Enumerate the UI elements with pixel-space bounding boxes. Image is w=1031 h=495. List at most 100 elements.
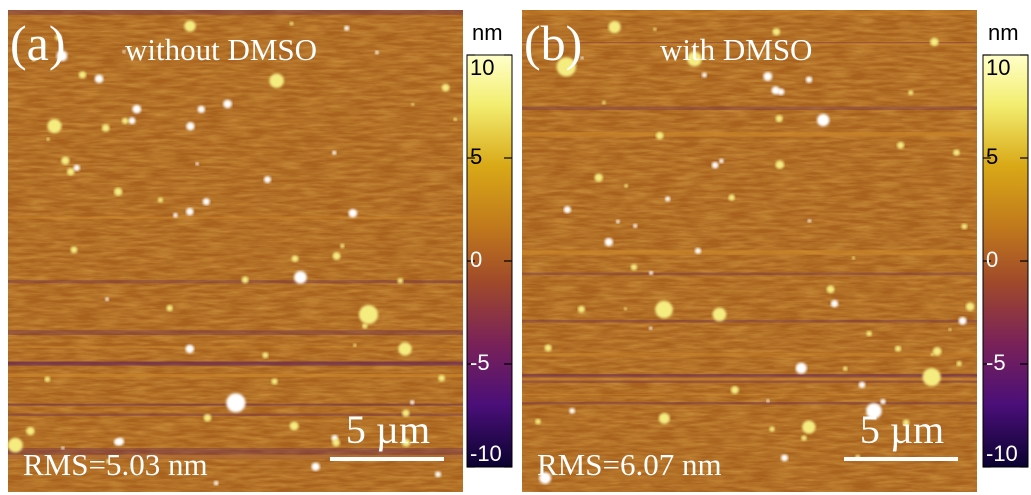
particle (866, 330, 872, 337)
scan-streak (522, 402, 977, 405)
particle (851, 256, 856, 260)
particle (26, 426, 35, 436)
particle (340, 243, 345, 249)
particle (953, 149, 960, 156)
scan-streak (8, 413, 463, 416)
particle (197, 105, 205, 114)
particle (7, 437, 23, 453)
particle (311, 462, 320, 471)
particle (649, 270, 654, 276)
particle (544, 344, 552, 352)
particle (114, 187, 123, 196)
particle (563, 206, 571, 214)
particle (958, 316, 967, 325)
particle (569, 408, 575, 414)
particle (116, 437, 125, 446)
particle (46, 137, 50, 141)
particle (556, 57, 577, 77)
particle (56, 50, 68, 62)
particle (185, 207, 194, 216)
particle (441, 83, 450, 92)
rms-label: RMS=6.07 nm (537, 447, 722, 482)
colorbar-tick-label: -5 (986, 350, 1006, 375)
particle (223, 99, 232, 109)
scan-streak (522, 394, 977, 396)
particle (453, 117, 458, 122)
particle (775, 160, 785, 169)
colorbar-tick-label: -5 (470, 350, 490, 375)
particle (32, 58, 36, 62)
particle (101, 124, 110, 132)
particle (348, 208, 358, 218)
particle (687, 51, 702, 67)
particle (633, 223, 638, 229)
scale-bar-label: 5 µm (346, 407, 430, 452)
scan-streak (8, 361, 463, 365)
particle (411, 102, 415, 106)
colorbar-unit: nm (472, 20, 503, 45)
particle (213, 480, 219, 486)
particle (269, 73, 284, 89)
particle (694, 247, 702, 254)
scan-streak (8, 10, 463, 15)
particle (630, 264, 638, 271)
particle (842, 366, 848, 371)
panel-title: without DMSO (125, 32, 317, 67)
scan-streak (522, 132, 977, 137)
particle (795, 362, 807, 374)
particle (718, 158, 724, 164)
particle (730, 386, 739, 394)
particle (608, 20, 621, 34)
particle (202, 198, 210, 206)
scan-streak (522, 380, 977, 383)
rms-label: RMS=5.03 nm (23, 447, 208, 482)
colorbar-tick-label: 0 (986, 247, 998, 272)
particle (184, 20, 196, 32)
particle (763, 71, 773, 81)
particle (362, 323, 368, 329)
particle (262, 352, 269, 359)
particle (805, 76, 813, 83)
particle (401, 438, 411, 447)
scan-streak (522, 352, 977, 357)
particle (157, 197, 164, 203)
particle (655, 300, 673, 319)
particle (604, 237, 613, 247)
scan-streak (8, 330, 463, 335)
particle (173, 212, 178, 218)
particle (658, 412, 670, 424)
particle (880, 398, 886, 405)
particle (580, 56, 584, 60)
particle (922, 368, 941, 387)
particle (353, 343, 357, 347)
scan-streak (522, 374, 977, 379)
particle (61, 156, 70, 165)
colorbar-tick-label: 5 (470, 144, 482, 169)
particle (772, 28, 781, 36)
particle (375, 50, 379, 55)
particle (332, 252, 341, 260)
scan-streak (522, 272, 977, 276)
particle (66, 167, 75, 176)
particle (577, 305, 585, 313)
particle (94, 74, 104, 84)
particle (398, 342, 412, 356)
particle (712, 307, 727, 322)
scan-streak (8, 346, 463, 348)
particle (44, 376, 51, 383)
particle (73, 164, 80, 172)
panel-title: with DMSO (660, 32, 812, 67)
particle (930, 37, 939, 47)
scale-bar-label: 5 µm (860, 407, 944, 452)
particle (771, 86, 780, 95)
scan-streak (522, 41, 977, 44)
particle (728, 194, 735, 201)
particle (358, 304, 379, 325)
particle (653, 27, 657, 31)
particle (830, 299, 839, 308)
particle (766, 399, 770, 403)
particle (344, 25, 350, 31)
scan-streak (8, 449, 463, 455)
particle (965, 302, 975, 311)
scan-streak (522, 106, 977, 111)
